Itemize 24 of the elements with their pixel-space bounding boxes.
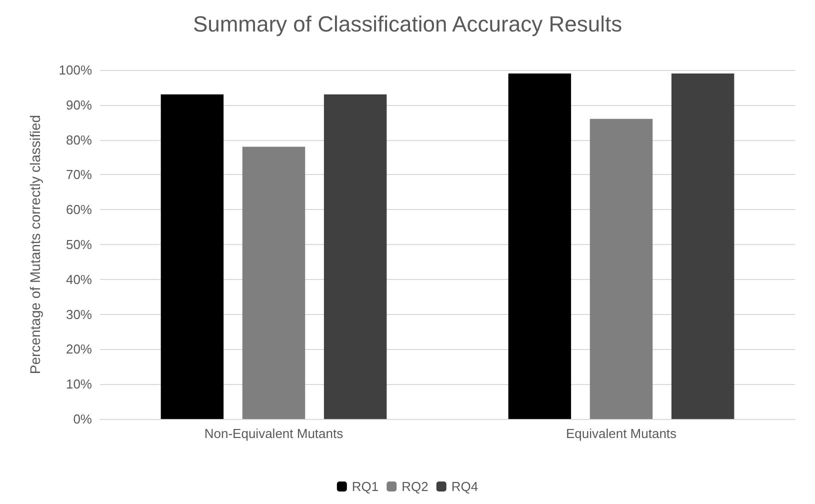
y-tick-label: 40% (66, 272, 92, 287)
y-tick-label: 50% (66, 237, 92, 252)
bar (671, 73, 734, 419)
x-tick-label: Non-Equivalent Mutants (204, 426, 344, 441)
y-axis-title: Percentage of Mutants correctly classified (27, 114, 43, 374)
bar (242, 146, 306, 419)
y-tick-label: 20% (66, 342, 92, 357)
legend-label: RQ2 (402, 479, 428, 494)
y-tick-label: 60% (66, 202, 92, 218)
y-tick-label: 90% (66, 97, 92, 112)
y-tick-label: 80% (66, 132, 92, 148)
y-tick-label: 30% (66, 306, 92, 322)
y-tick-label: 0% (73, 412, 92, 426)
x-tick-label: Equivalent Mutants (566, 426, 678, 441)
legend-label: RQ4 (451, 479, 478, 494)
bar (324, 94, 387, 419)
chart-title: Summary of Classification Accuracy Results (192, 12, 622, 36)
y-tick-label: 100% (58, 62, 92, 78)
bar (590, 118, 653, 419)
y-tick-label: 10% (66, 376, 92, 392)
bar (160, 94, 224, 419)
legend-label: RQ1 (352, 479, 379, 494)
y-tick-label: 70% (66, 167, 92, 182)
bar (508, 73, 572, 419)
